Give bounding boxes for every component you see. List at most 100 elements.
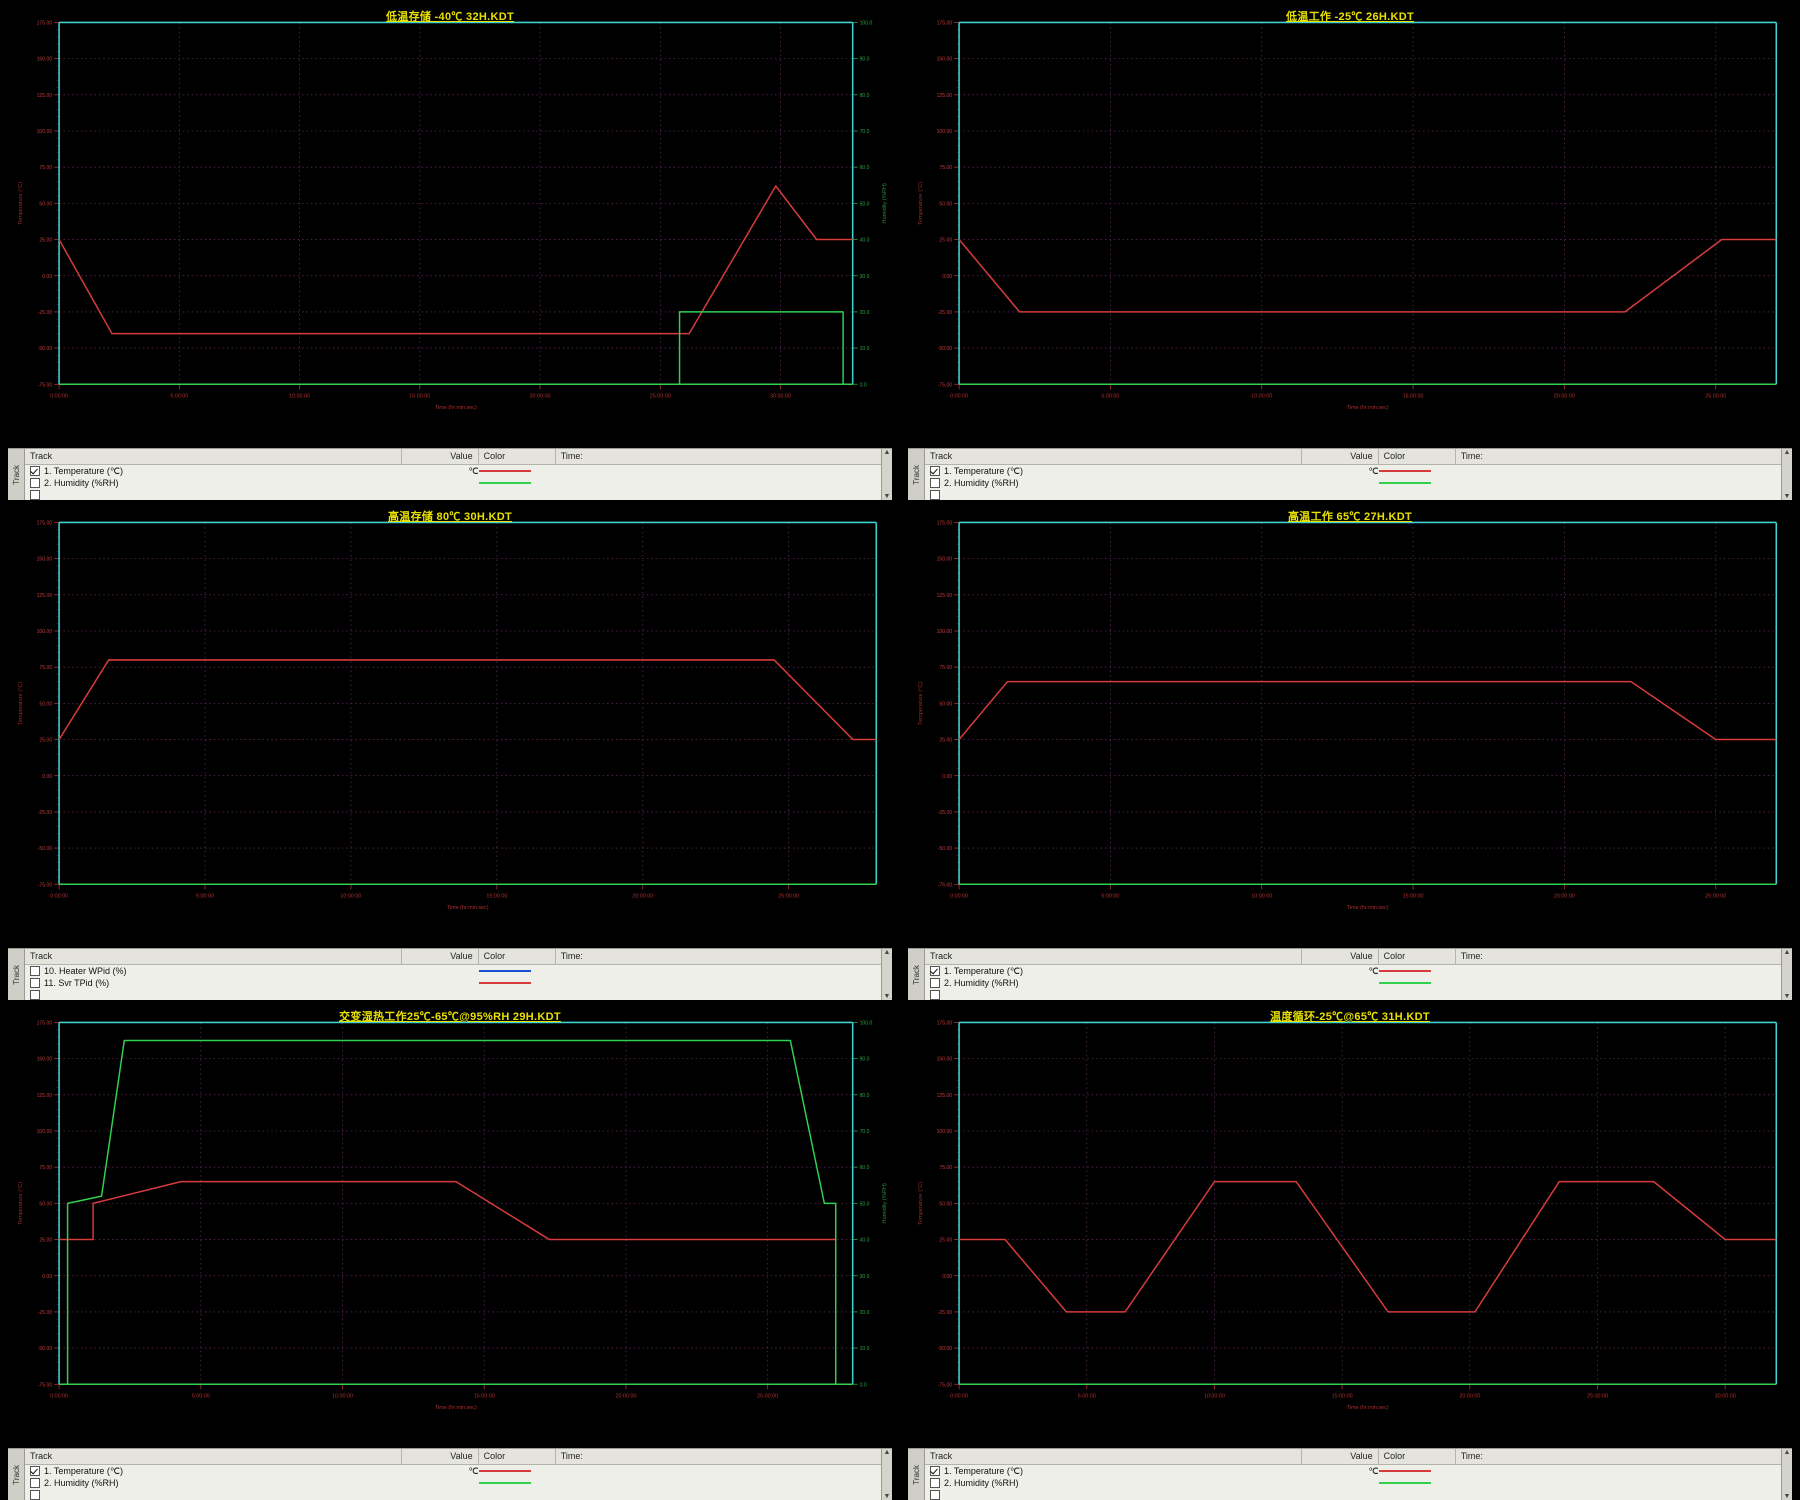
svg-text:25.00: 25.00 bbox=[39, 738, 52, 744]
legend-row[interactable] bbox=[925, 489, 1781, 500]
legend-row[interactable] bbox=[25, 1489, 881, 1500]
legend-scrollbar[interactable]: ▲ ▼ bbox=[881, 949, 892, 1000]
svg-text:20:00:00: 20:00:00 bbox=[632, 894, 653, 900]
legend-checkbox[interactable] bbox=[30, 490, 40, 500]
svg-text:-50.00: -50.00 bbox=[38, 346, 53, 352]
scroll-down-icon[interactable]: ▼ bbox=[883, 1493, 891, 1500]
legend-checkbox[interactable] bbox=[930, 990, 940, 1000]
scroll-up-icon[interactable]: ▲ bbox=[883, 1449, 891, 1456]
svg-text:20:00:00: 20:00:00 bbox=[1554, 394, 1575, 400]
legend-row[interactable]: 11. Svr TPid (%) bbox=[25, 977, 881, 989]
legend-track-label: 10. Heater WPid (%) bbox=[44, 966, 127, 976]
legend-color-swatch bbox=[1378, 969, 1456, 973]
legend-checkbox[interactable] bbox=[30, 478, 40, 488]
legend-row[interactable]: 2. Humidity (%RH) bbox=[925, 477, 1781, 489]
legend-checkbox[interactable] bbox=[30, 1466, 40, 1476]
svg-text:15:00:00: 15:00:00 bbox=[474, 1394, 495, 1400]
legend-row[interactable]: 1. Temperature (℃) ℃ bbox=[25, 1465, 881, 1477]
svg-text:5:00:00: 5:00:00 bbox=[196, 894, 214, 900]
legend-row[interactable] bbox=[925, 989, 1781, 1000]
legend-row[interactable]: 2. Humidity (%RH) bbox=[25, 1477, 881, 1489]
chart-area: 低温存储 -40℃ 32H.KDT 175.00 150.00 125.00 100.… bbox=[8, 6, 892, 448]
legend-row[interactable]: 2. Humidity (%RH) bbox=[25, 477, 881, 489]
scroll-down-icon[interactable]: ▼ bbox=[883, 993, 891, 1000]
svg-text:25.00: 25.00 bbox=[39, 1238, 52, 1244]
scroll-down-icon[interactable]: ▼ bbox=[1783, 993, 1791, 1000]
svg-text:175.00: 175.00 bbox=[937, 520, 953, 526]
legend-row[interactable]: 10. Heater WPid (%) bbox=[25, 965, 881, 977]
svg-text:125.00: 125.00 bbox=[37, 1093, 53, 1099]
scroll-up-icon[interactable]: ▲ bbox=[1783, 949, 1791, 956]
legend-scrollbar[interactable]: ▲ ▼ bbox=[1781, 949, 1792, 1000]
svg-text:25.00: 25.00 bbox=[939, 738, 952, 744]
legend-col-value: Value bbox=[1302, 449, 1379, 464]
legend-checkbox[interactable] bbox=[30, 466, 40, 476]
svg-text:25:00:00: 25:00:00 bbox=[1705, 894, 1726, 900]
plot-svg: 175.00 150.00 125.00 100.00 75.00 50.00 25.00 0… bbox=[8, 6, 892, 448]
scroll-up-icon[interactable]: ▲ bbox=[1783, 449, 1791, 456]
chart-title: 低温存储 -40℃ 32H.KDT bbox=[386, 11, 514, 23]
legend-track-label: 2. Humidity (%RH) bbox=[44, 1478, 119, 1488]
legend-checkbox[interactable] bbox=[930, 490, 940, 500]
legend-row[interactable]: 1. Temperature (℃) ℃ bbox=[925, 465, 1781, 477]
legend-scrollbar[interactable]: ▲ ▼ bbox=[881, 1449, 892, 1500]
legend-row[interactable]: 1. Temperature (℃) ℃ bbox=[925, 965, 1781, 977]
scroll-down-icon[interactable]: ▼ bbox=[1783, 493, 1791, 500]
chart-area: 交变湿热工作25℃-65℃@95%RH 29H.KDT 175.00 150.00… bbox=[8, 1006, 892, 1448]
legend-checkbox[interactable] bbox=[30, 978, 40, 988]
scroll-down-icon[interactable]: ▼ bbox=[883, 493, 891, 500]
svg-text:75.00: 75.00 bbox=[39, 1165, 52, 1171]
track-legend-panel: Track Track Value Color Time: 1. Tempera… bbox=[8, 448, 892, 500]
legend-col-time: Time: bbox=[560, 951, 583, 961]
legend-row[interactable]: 2. Humidity (%RH) bbox=[925, 977, 1781, 989]
track-legend-panel: Track Track Value Color Time: 1. Tempera… bbox=[908, 1448, 1792, 1500]
track-rail: Track bbox=[908, 1449, 925, 1500]
svg-text:100.0: 100.0 bbox=[860, 20, 873, 26]
chart-area: 低温工作 -25℃ 26H.KDT 175.00 150.00 125.00 100.… bbox=[908, 6, 1792, 448]
scroll-down-icon[interactable]: ▼ bbox=[1783, 1493, 1791, 1500]
legend-row[interactable]: 2. Humidity (%RH) bbox=[925, 1477, 1781, 1489]
legend-checkbox[interactable] bbox=[930, 1490, 940, 1500]
legend-checkbox[interactable] bbox=[930, 1478, 940, 1488]
svg-text:0.0: 0.0 bbox=[860, 1382, 867, 1388]
scroll-up-icon[interactable]: ▲ bbox=[883, 449, 891, 456]
legend-col-value: Value bbox=[1302, 949, 1379, 964]
legend-track-label: 2. Humidity (%RH) bbox=[944, 1478, 1019, 1488]
svg-text:10:00:00: 10:00:00 bbox=[332, 1394, 353, 1400]
legend-checkbox[interactable] bbox=[30, 966, 40, 976]
legend-col-color: Color bbox=[1379, 1449, 1456, 1464]
legend-checkbox[interactable] bbox=[930, 1466, 940, 1476]
legend-checkbox[interactable] bbox=[930, 978, 940, 988]
legend-row[interactable] bbox=[25, 989, 881, 1000]
legend-checkbox[interactable] bbox=[30, 1490, 40, 1500]
scroll-up-icon[interactable]: ▲ bbox=[1783, 1449, 1791, 1456]
svg-text:0:00:00: 0:00:00 bbox=[950, 894, 968, 900]
legend-row[interactable] bbox=[25, 489, 881, 500]
svg-text:75.00: 75.00 bbox=[939, 665, 952, 671]
legend-row[interactable]: 1. Temperature (℃) ℃ bbox=[925, 1465, 1781, 1477]
legend-checkbox[interactable] bbox=[930, 966, 940, 976]
legend-scrollbar[interactable]: ▲ ▼ bbox=[1781, 1449, 1792, 1500]
legend-checkbox[interactable] bbox=[930, 466, 940, 476]
legend-rows: 1. Temperature (℃) ℃ 2. Humidity (%RH) bbox=[25, 1465, 881, 1500]
legend-scrollbar[interactable]: ▲ ▼ bbox=[1781, 449, 1792, 500]
track-rail: Track bbox=[8, 449, 25, 500]
legend-scrollbar[interactable]: ▲ ▼ bbox=[881, 449, 892, 500]
svg-text:Time (hr:min:sec): Time (hr:min:sec) bbox=[1347, 405, 1389, 411]
legend-col-color: Color bbox=[1379, 949, 1456, 964]
svg-text:5:00:00: 5:00:00 bbox=[1101, 394, 1119, 400]
legend-checkbox[interactable] bbox=[30, 1478, 40, 1488]
svg-text:150.00: 150.00 bbox=[937, 1057, 953, 1063]
scroll-up-icon[interactable]: ▲ bbox=[883, 949, 891, 956]
legend-row[interactable]: 1. Temperature (℃) ℃ bbox=[25, 465, 881, 477]
legend-checkbox[interactable] bbox=[930, 478, 940, 488]
svg-text:50.00: 50.00 bbox=[39, 201, 52, 207]
chart-area: 高温存储 80℃ 30H.KDT 175.00 150.00 125.00 100.0… bbox=[8, 506, 892, 948]
svg-text:5:00:00: 5:00:00 bbox=[1078, 1394, 1096, 1400]
svg-text:40.0: 40.0 bbox=[860, 238, 870, 244]
legend-checkbox[interactable] bbox=[30, 990, 40, 1000]
svg-text:-25.00: -25.00 bbox=[938, 1310, 953, 1316]
chart-title: 交变湿热工作25℃-65℃@95%RH 29H.KDT bbox=[339, 1011, 561, 1023]
legend-row[interactable] bbox=[925, 1489, 1781, 1500]
legend-col-track: Track bbox=[925, 1449, 1302, 1464]
